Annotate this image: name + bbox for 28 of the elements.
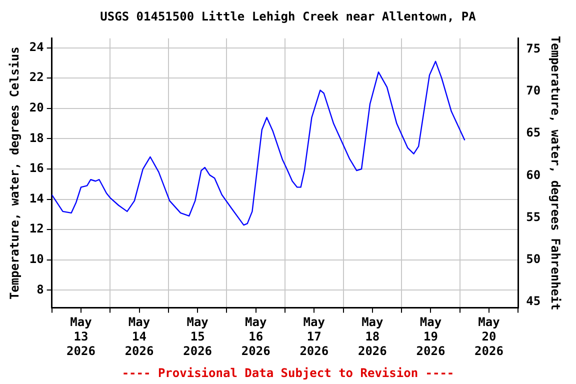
y-tick-label: 18: [29, 130, 44, 145]
y-tick-label: 12: [29, 222, 44, 236]
y-tick-label: 20: [29, 100, 44, 115]
y2-axis-title: Temperature, water, degrees Fahrenheit: [548, 36, 563, 310]
y-tick-label: 10: [29, 252, 44, 266]
x-tick-label: May 20 2026: [474, 315, 504, 358]
x-tick-label: May 19 2026: [416, 315, 446, 358]
y-tick-label: 16: [29, 161, 44, 176]
x-tick-label: May 18 2026: [358, 315, 387, 358]
y-axis-title: Temperature, water, degrees Celsius: [7, 46, 22, 300]
chart-title: USGS 01451500 Little Lehigh Creek near Allentown, PA: [100, 9, 477, 24]
y2-tick-label: 65: [526, 126, 541, 140]
y2-tick-label: 75: [526, 41, 541, 56]
x-tick-label: May 13 2026: [66, 315, 96, 358]
y-tick-label: 14: [29, 191, 44, 206]
y-tick-label: 24: [29, 40, 44, 54]
x-tick-label: May 15 2026: [183, 315, 212, 358]
x-tick-label: May 17 2026: [300, 315, 329, 358]
x-tick-label: May 16 2026: [241, 315, 270, 358]
y-tick-label: 8: [36, 282, 44, 296]
y-tick-label: 22: [29, 70, 44, 84]
y2-tick-label: 60: [526, 168, 541, 182]
x-tick-label: May 14 2026: [124, 315, 154, 358]
text: ---- Provisional Data Subject to Revision ----: [120, 366, 456, 380]
y2-tick-label: 55: [526, 210, 541, 224]
y2-tick-label: 70: [526, 84, 541, 98]
y2-tick-label: 50: [526, 252, 541, 266]
y2-tick-label: 45: [526, 294, 541, 308]
